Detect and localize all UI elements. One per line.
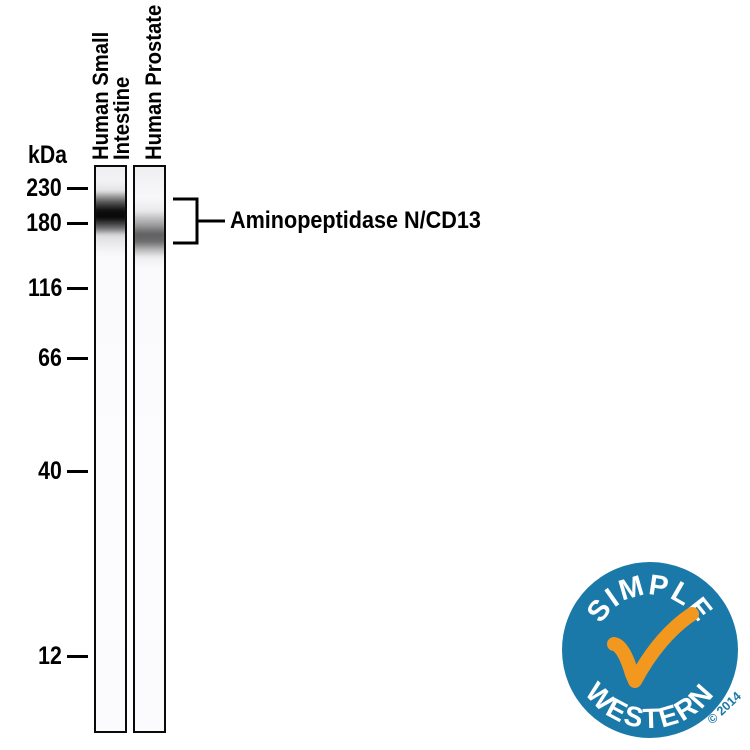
simple-western-badge: SIMPLE WESTERN © 2014: [562, 562, 744, 738]
marker-tick: [67, 286, 88, 290]
marker-label: 66: [38, 343, 62, 372]
band-annotation-label: Aminopeptidase N/CD13: [230, 207, 481, 234]
marker-row-116: 116: [0, 273, 88, 302]
marker-tick: [67, 186, 88, 190]
marker-label: 40: [38, 456, 62, 485]
lane-label-line: Human Prostate: [141, 4, 166, 160]
protein-band: [135, 211, 164, 257]
blot-lane-human-small-intestine: [94, 165, 127, 733]
marker-label: 180: [26, 208, 62, 237]
marker-tick: [67, 654, 88, 658]
marker-row-180: 180: [0, 208, 88, 237]
kda-unit-label: kDa: [28, 141, 67, 169]
marker-label: 230: [26, 173, 62, 202]
marker-row-66: 66: [0, 343, 88, 372]
marker-tick: [67, 469, 88, 473]
marker-row-12: 12: [0, 641, 88, 670]
checkmark-icon: [607, 607, 699, 688]
marker-label: 12: [38, 641, 62, 670]
blot-lane-human-prostate: [133, 165, 166, 733]
lane-label-human-prostate: Human Prostate: [141, 4, 166, 160]
protein-band: [96, 191, 125, 235]
lane-label-line: Intestine: [109, 76, 134, 160]
lane-label-human-small-intestine: Human Small Intestine: [88, 31, 134, 161]
marker-row-40: 40: [0, 456, 88, 485]
marker-tick: [67, 221, 88, 225]
lane-label-line: Human Small: [88, 31, 113, 161]
annotation-bracket: [173, 197, 225, 245]
marker-label: 116: [27, 273, 62, 302]
marker-tick: [67, 356, 88, 360]
marker-row-230: 230: [0, 173, 88, 202]
